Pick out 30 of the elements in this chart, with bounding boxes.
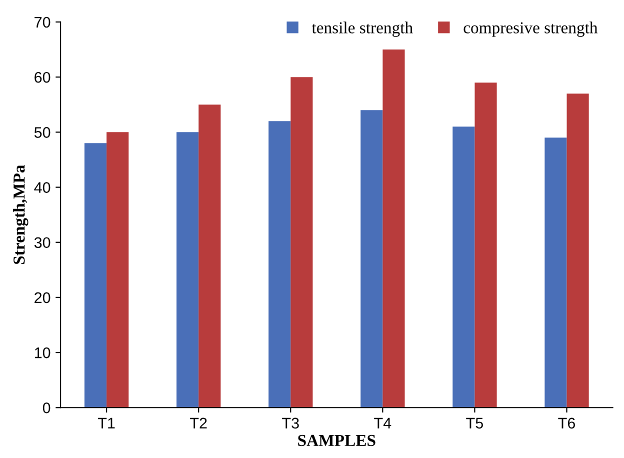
bar (360, 110, 383, 408)
y-tick-label: 0 (42, 402, 50, 414)
y-tick-label: 50 (34, 127, 50, 138)
bar (382, 50, 405, 408)
x-tick-label: T1 (98, 418, 115, 428)
bar (474, 82, 497, 408)
bar (198, 104, 221, 408)
y-tick-label: 30 (34, 237, 50, 248)
legend-label: compresive strength (464, 22, 598, 37)
x-tick-label: T6 (558, 418, 575, 429)
y-axis-title: Strength,MPa (13, 164, 28, 264)
bar (452, 126, 475, 408)
x-tick-label: T3 (282, 418, 299, 429)
bar (544, 138, 567, 408)
bar (566, 94, 589, 408)
legend-label: tensile strength (312, 22, 413, 37)
y-tick-label: 60 (34, 72, 50, 83)
bar (84, 143, 107, 408)
y-tick-label: 10 (34, 347, 50, 358)
x-tick-label: T4 (374, 418, 392, 428)
x-axis-title: SAMPLES (298, 434, 376, 446)
x-tick-label: T2 (190, 418, 207, 428)
bar (290, 77, 313, 408)
bar (176, 132, 199, 408)
y-tick-label: 20 (34, 292, 50, 304)
y-tick-label: 70 (34, 16, 50, 28)
bar (268, 121, 291, 408)
x-tick-label: T5 (466, 418, 483, 429)
bar (106, 132, 129, 408)
y-tick-label: 40 (34, 182, 50, 193)
